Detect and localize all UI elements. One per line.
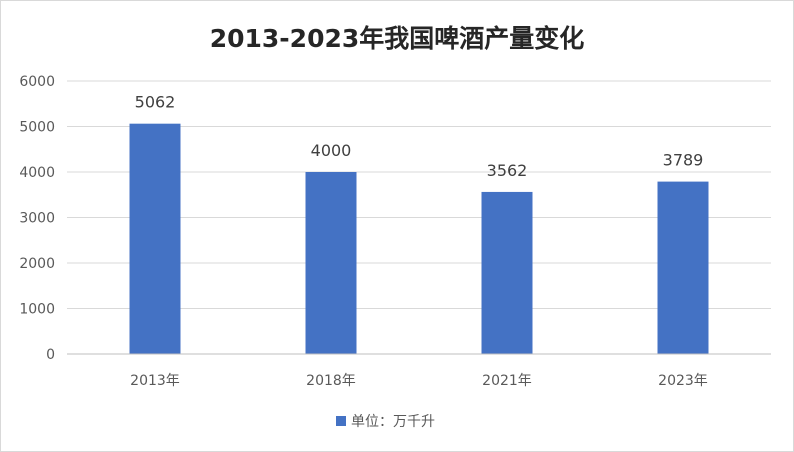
y-tick-label: 0 — [46, 347, 55, 363]
legend-label: 单位：万千升 — [351, 414, 435, 430]
x-tick-label: 2021年 — [482, 373, 532, 389]
y-tick-label: 4000 — [19, 165, 55, 181]
legend: 单位：万千升 — [336, 414, 435, 430]
data-labels: 5062 4000 3562 3789 — [135, 93, 704, 180]
bar — [481, 191, 533, 354]
gridlines — [67, 80, 771, 355]
data-label: 3562 — [487, 161, 528, 180]
bar — [305, 172, 357, 354]
y-tick-label: 6000 — [19, 74, 55, 90]
data-label: 3789 — [663, 151, 704, 170]
y-tick-label: 1000 — [19, 302, 55, 318]
x-tick-label: 2018年 — [306, 373, 356, 389]
y-tick-label: 2000 — [19, 256, 55, 272]
y-axis: 0 1000 2000 3000 4000 5000 6000 — [19, 74, 55, 363]
bar — [129, 123, 181, 354]
legend-swatch — [336, 416, 346, 426]
data-label: 4000 — [311, 141, 352, 160]
x-tick-label: 2023年 — [658, 373, 708, 389]
data-label: 5062 — [135, 93, 176, 112]
x-tick-label: 2013年 — [130, 373, 180, 389]
chart-title: 2013-2023年我国啤酒产量变化 — [210, 24, 585, 53]
y-tick-label: 3000 — [19, 211, 55, 227]
y-tick-label: 5000 — [19, 120, 55, 136]
bar — [657, 181, 709, 354]
x-axis: 2013年 2018年 2021年 2023年 — [67, 353, 771, 389]
bars — [129, 123, 709, 354]
